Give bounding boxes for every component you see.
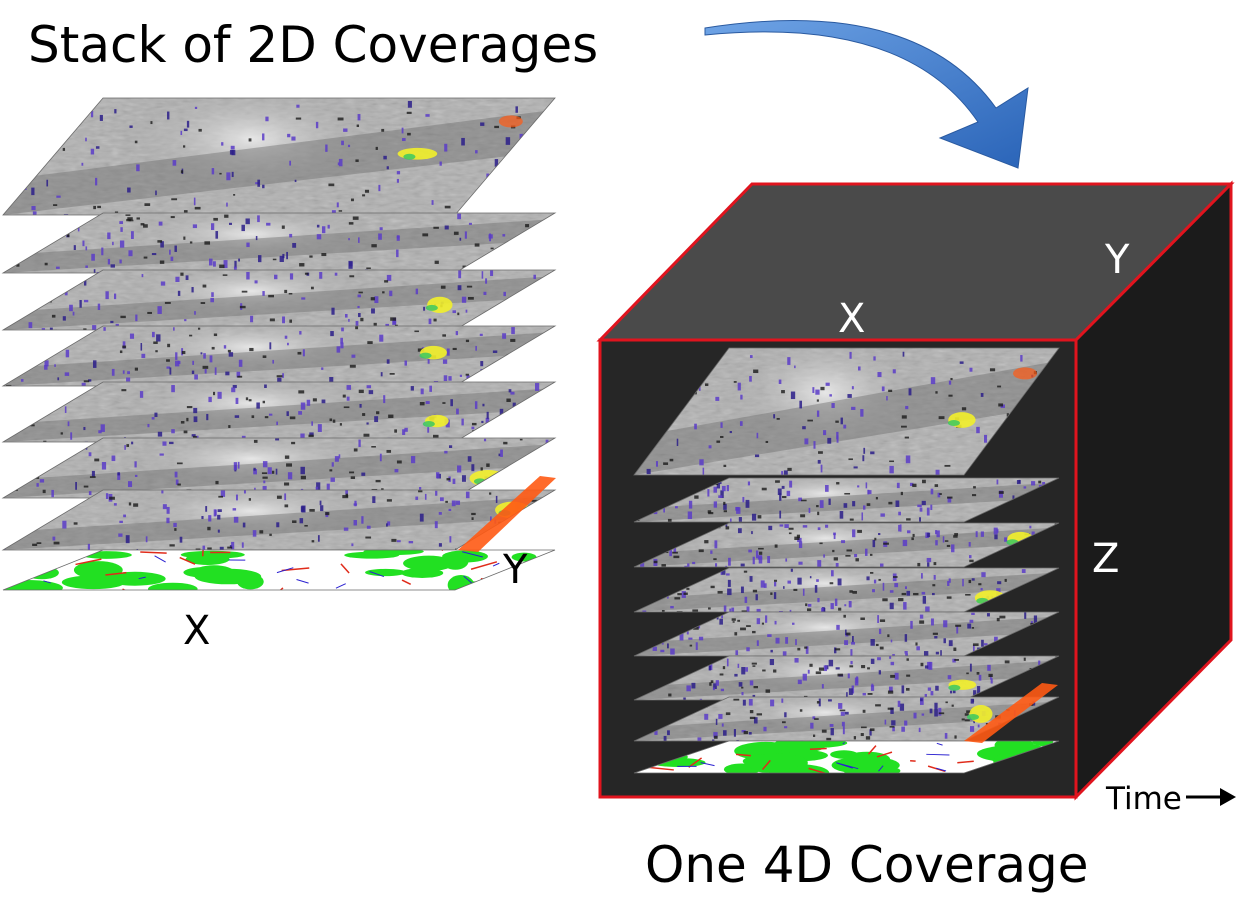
left-axis-y-label: Y xyxy=(502,547,528,593)
road-map-strip xyxy=(458,476,556,552)
curved-arrow-icon xyxy=(704,20,1029,169)
raster-layer xyxy=(1,381,557,443)
raster-layer xyxy=(633,655,1060,701)
raster-layer xyxy=(2,97,556,216)
raster-layer xyxy=(633,611,1060,657)
cube-axis-z-label: Z xyxy=(1092,536,1119,582)
raster-layer xyxy=(1,489,557,551)
time-axis-label: Time xyxy=(1105,781,1182,817)
left-axis-x-label: X xyxy=(183,608,210,654)
road-map-layer xyxy=(2,549,556,591)
right-arrow-icon xyxy=(1186,788,1236,806)
raster-layer xyxy=(1,437,557,499)
left-panel-title: Stack of 2D Coverages xyxy=(28,16,598,74)
left-layer-stack xyxy=(1,97,557,591)
raster-layer xyxy=(633,567,1060,613)
right-panel-title: One 4D Coverage xyxy=(645,836,1088,894)
cube-axis-y-label: Y xyxy=(1104,237,1130,283)
raster-layer xyxy=(1,325,557,387)
raster-layer xyxy=(633,696,1060,742)
cube-axis-x-label: X xyxy=(838,296,865,342)
raster-layer xyxy=(633,347,1060,476)
raster-layer xyxy=(633,522,1060,568)
raster-layer xyxy=(1,212,557,274)
raster-layer xyxy=(633,477,1060,523)
road-map-strip xyxy=(964,683,1058,743)
right-layer-stack xyxy=(633,347,1060,774)
